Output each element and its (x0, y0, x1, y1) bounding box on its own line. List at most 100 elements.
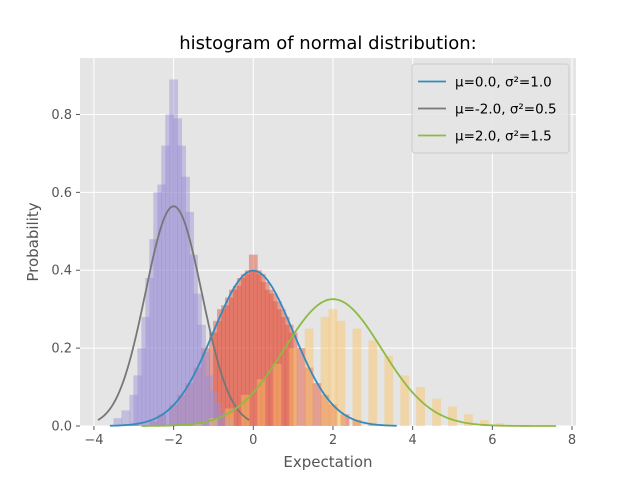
histogram-bar (328, 404, 338, 426)
histogram-bar (225, 408, 234, 426)
density-curves (97, 205, 557, 427)
histogram-bar (209, 332, 218, 426)
histogram-series-0 (129, 254, 378, 426)
histogram-bar (479, 420, 489, 426)
histogram-bar (121, 410, 131, 426)
histogram-bar (228, 289, 238, 426)
histogram-bar (464, 414, 473, 426)
histogram-bar (260, 281, 270, 426)
histogram-bar (177, 394, 186, 426)
histogram-series-1 (113, 79, 234, 426)
x-tick-label: 4 (409, 433, 417, 448)
histogram-bar (157, 184, 167, 426)
histogram-bar (165, 114, 175, 426)
histogram-bar (149, 421, 159, 426)
histogram-bar (368, 340, 378, 426)
histogram-bar (189, 254, 198, 426)
histogram-bar (209, 418, 218, 426)
y-axis-label: Probability (24, 202, 42, 281)
histogram-bar (201, 352, 210, 426)
histogram-bar (352, 328, 362, 426)
histogram-bar (185, 383, 194, 426)
histogram-bar (177, 145, 186, 426)
histogram-bar (248, 254, 258, 426)
histogram-bar (284, 324, 294, 426)
chart-title: histogram of normal distribution: (179, 33, 476, 54)
x-tick-label: −4 (84, 433, 103, 448)
y-tick-label: 0.4 (51, 264, 72, 279)
histogram-bar (340, 414, 350, 426)
histogram-bar (169, 404, 179, 426)
histogram-bar (185, 211, 194, 426)
histogram-bar (268, 293, 278, 426)
histogram-bar (193, 424, 202, 426)
axis-ticks: −4 −2 0 2 4 6 8 0.0 0.2 0.4 0.6 0.8 (51, 108, 576, 448)
x-axis-label: Expectation (283, 453, 372, 471)
histogram-bar (213, 402, 222, 426)
histogram-bar (232, 285, 242, 426)
legend: μ=0.0, σ²=1.0 μ=-2.0, σ²=0.5 μ=2.0, σ²=1.5 (411, 63, 570, 154)
histogram-bar (161, 145, 171, 426)
histogram-bar (181, 176, 190, 426)
histogram-bar (209, 390, 218, 426)
histogram-bar (256, 274, 266, 426)
histogram-bar (416, 387, 426, 426)
histogram-bar (240, 274, 250, 426)
histogram-bar (197, 324, 206, 426)
histogram-bar (320, 316, 330, 426)
histogram-bar (113, 418, 123, 426)
histogram-bar (193, 367, 202, 426)
histogram-bars (113, 79, 505, 426)
legend-label: μ=-2.0, σ²=0.5 (455, 102, 557, 118)
histogram-bar (264, 289, 274, 426)
histogram-bar (256, 379, 266, 426)
legend-label: μ=2.0, σ²=1.5 (455, 129, 552, 145)
histogram-bar (133, 375, 143, 426)
histogram-bar (213, 320, 222, 426)
y-tick-label: 0.8 (51, 108, 72, 123)
histogram-bar (169, 79, 179, 426)
histogram-bar (217, 412, 226, 426)
histogram-bar (288, 332, 298, 426)
y-tick-label: 0.0 (51, 420, 72, 435)
x-tick-label: 2 (329, 433, 337, 448)
legend-box (411, 63, 570, 154)
histogram-bar (296, 348, 306, 426)
histogram-bar (240, 394, 250, 426)
histogram-bar (448, 406, 457, 426)
histogram-bar (157, 414, 167, 426)
histogram-bar (145, 278, 155, 426)
histogram-bar (495, 423, 505, 426)
density-curve-0 (109, 269, 397, 427)
histogram-bar (400, 375, 410, 426)
x-tick-label: 8 (568, 433, 576, 448)
density-curve-1 (97, 205, 250, 421)
histogram-bar (276, 309, 286, 426)
y-tick-label: 0.6 (51, 186, 72, 201)
histogram-bar (304, 367, 314, 426)
histogram-bar (236, 278, 246, 426)
histogram-bar (384, 355, 394, 426)
histogram-bar (129, 394, 139, 426)
histogram-bar (217, 309, 226, 426)
histogram-bar (201, 348, 210, 426)
histogram-bar (252, 270, 262, 426)
histogram-bar (272, 363, 282, 426)
histogram-bar (312, 383, 322, 426)
histogram-bar (153, 192, 163, 426)
histogram-bar (244, 270, 254, 426)
histogram-series-2 (193, 309, 505, 426)
histogram-bar (221, 305, 230, 426)
legend-label: μ=0.0, σ²=1.0 (455, 75, 552, 91)
histogram-bar (304, 328, 314, 426)
x-tick-label: −2 (164, 433, 183, 448)
histogram-bar (137, 348, 147, 426)
histogram-bar (336, 320, 346, 426)
histogram-bar (328, 309, 338, 426)
histogram-bar (193, 293, 202, 426)
histogram-bar (352, 420, 362, 426)
histogram-bar (205, 375, 214, 426)
histogram-bar (141, 316, 151, 426)
histogram-bar (272, 301, 282, 426)
